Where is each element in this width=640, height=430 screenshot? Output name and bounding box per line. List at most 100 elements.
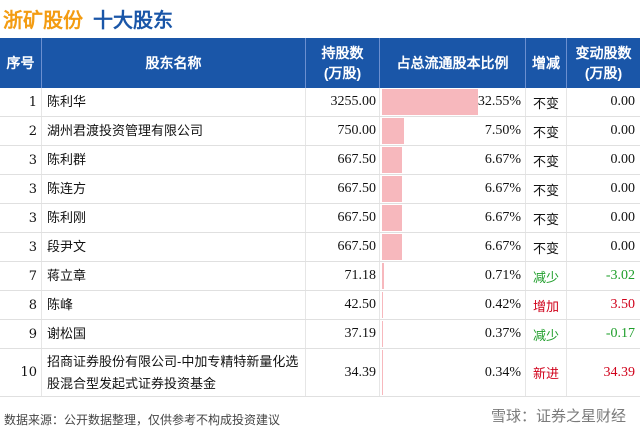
change-shares: 0.00 — [610, 123, 636, 138]
ratio-bar — [382, 176, 402, 202]
header-change: 增减 — [526, 38, 567, 88]
change-status: 不变 — [526, 117, 567, 145]
holding-shares: 71.18 — [306, 262, 380, 290]
header-delta: 变动股数 (万股) — [567, 38, 640, 88]
change-status: 不变 — [526, 88, 567, 116]
change-status: 增加 — [526, 291, 567, 319]
ratio-bar — [382, 89, 478, 115]
ratio-bar — [382, 118, 405, 144]
row-index: 3 — [0, 204, 42, 232]
holding-shares: 37.19 — [306, 320, 380, 348]
ratio-cell: 7.50% — [380, 117, 526, 145]
header-delta-line2: (万股) — [584, 65, 623, 81]
holding-shares: 750.00 — [306, 117, 380, 145]
ratio-bar — [382, 205, 402, 231]
table-body: 1 陈利华 3255.00 32.55% 不变 0.00 2 湖州君渡投资管理有限公司 750.… — [0, 88, 640, 397]
row-index: 9 — [0, 320, 42, 348]
ratio-bar — [382, 292, 384, 318]
data-source-note: 数据来源：公开数据整理，仅供参考不构成投资建议 — [4, 413, 281, 427]
ratio-bar — [382, 350, 383, 395]
row-index: 10 — [0, 349, 42, 396]
change-status: 不变 — [526, 146, 567, 174]
ratio-cell: 6.67% — [380, 233, 526, 261]
shareholder-name: 陈连方 — [42, 175, 306, 203]
change-shares: 0.00 — [610, 152, 636, 167]
change-shares: 0.00 — [610, 239, 636, 254]
change-shares: 3.50 — [610, 297, 636, 312]
table-row: 7 蒋立章 71.18 0.71% 减少 -3.02 — [0, 262, 640, 291]
table-row: 1 陈利华 3255.00 32.55% 不变 0.00 — [0, 88, 640, 117]
header-holdings-line1: 持股数 — [321, 45, 364, 61]
shareholder-name: 陈利华 — [42, 88, 306, 116]
holding-shares: 667.50 — [306, 175, 380, 203]
row-index: 3 — [0, 175, 42, 203]
ratio-cell: 6.67% — [380, 146, 526, 174]
ratio-value: 6.67% — [484, 181, 521, 196]
shareholder-name: 段尹文 — [42, 233, 306, 261]
table-row: 10 招商证券股份有限公司-中加专精特新量化选股混合型发起式证券投资基金 34.39… — [0, 349, 640, 397]
change-shares: -0.17 — [605, 326, 635, 341]
change-shares: 0.00 — [610, 210, 636, 225]
change-shares: 0.00 — [610, 181, 636, 196]
ratio-bar — [382, 147, 402, 173]
title-bar: 浙矿股份 十大股东 — [0, 0, 640, 34]
row-index: 2 — [0, 117, 42, 145]
ratio-value: 6.67% — [484, 152, 521, 167]
ratio-value: 0.34% — [484, 364, 521, 380]
ratio-cell: 0.34% — [380, 349, 526, 396]
shareholder-name: 湖州君渡投资管理有限公司 — [42, 117, 306, 145]
ratio-value: 0.42% — [484, 297, 521, 312]
row-index: 1 — [0, 88, 42, 116]
watermark-logo: 雪球：证券之星财经 — [490, 408, 626, 425]
change-shares: 34.39 — [603, 364, 636, 380]
ratio-cell: 6.67% — [380, 204, 526, 232]
ratio-value: 6.67% — [484, 239, 521, 254]
row-index: 8 — [0, 291, 42, 319]
ratio-value: 32.55% — [477, 94, 521, 109]
ratio-bar — [382, 234, 402, 260]
change-status: 不变 — [526, 233, 567, 261]
header-name: 股东名称 — [42, 38, 306, 88]
table-row: 8 陈峰 42.50 0.42% 增加 3.50 — [0, 291, 640, 320]
shareholder-name: 蒋立章 — [42, 262, 306, 290]
change-status: 不变 — [526, 204, 567, 232]
ratio-value: 6.67% — [484, 210, 521, 225]
ratio-cell: 0.71% — [380, 262, 526, 290]
change-status: 减少 — [526, 320, 567, 348]
holding-shares: 34.39 — [306, 349, 380, 396]
header-holdings-line2: (万股) — [323, 65, 362, 81]
holding-shares: 667.50 — [306, 233, 380, 261]
shareholders-table: 序号 股东名称 持股数 (万股) 占总流通股本比例 增减 变动股数 (万股) 1… — [0, 38, 640, 397]
shareholder-name: 陈峰 — [42, 291, 306, 319]
table-row: 3 陈连方 667.50 6.67% 不变 0.00 — [0, 175, 640, 204]
ratio-cell: 32.55% — [380, 88, 526, 116]
change-shares: 0.00 — [610, 94, 636, 109]
change-status: 新进 — [526, 349, 567, 396]
table-row: 2 湖州君渡投资管理有限公司 750.00 7.50% 不变 0.00 — [0, 117, 640, 146]
holding-shares: 42.50 — [306, 291, 380, 319]
ratio-cell: 6.67% — [380, 175, 526, 203]
table-row: 3 段尹文 667.50 6.67% 不变 0.00 — [0, 233, 640, 262]
ratio-value: 0.71% — [484, 268, 521, 283]
company-title: 浙矿股份 — [3, 10, 83, 32]
table-row: 3 陈利刚 667.50 6.67% 不变 0.00 — [0, 204, 640, 233]
header-delta-line1: 变动股数 — [575, 45, 632, 61]
holding-shares: 667.50 — [306, 204, 380, 232]
ratio-cell: 0.42% — [380, 291, 526, 319]
holding-shares: 667.50 — [306, 146, 380, 174]
ratio-cell: 0.37% — [380, 320, 526, 348]
header-index: 序号 — [0, 38, 42, 88]
row-index: 3 — [0, 146, 42, 174]
row-index: 7 — [0, 262, 42, 290]
table-row: 3 陈利群 667.50 6.67% 不变 0.00 — [0, 146, 640, 175]
row-index: 3 — [0, 233, 42, 261]
ratio-bar — [382, 321, 384, 347]
change-shares: -3.02 — [605, 268, 635, 283]
holding-shares: 3255.00 — [306, 88, 380, 116]
shareholder-name: 招商证券股份有限公司-中加专精特新量化选股混合型发起式证券投资基金 — [42, 349, 306, 396]
ratio-value: 7.50% — [484, 123, 521, 138]
header-holdings: 持股数 (万股) — [306, 38, 380, 88]
header-ratio: 占总流通股本比例 — [380, 38, 526, 88]
shareholder-name: 陈利群 — [42, 146, 306, 174]
shareholder-name: 谢松国 — [42, 320, 306, 348]
